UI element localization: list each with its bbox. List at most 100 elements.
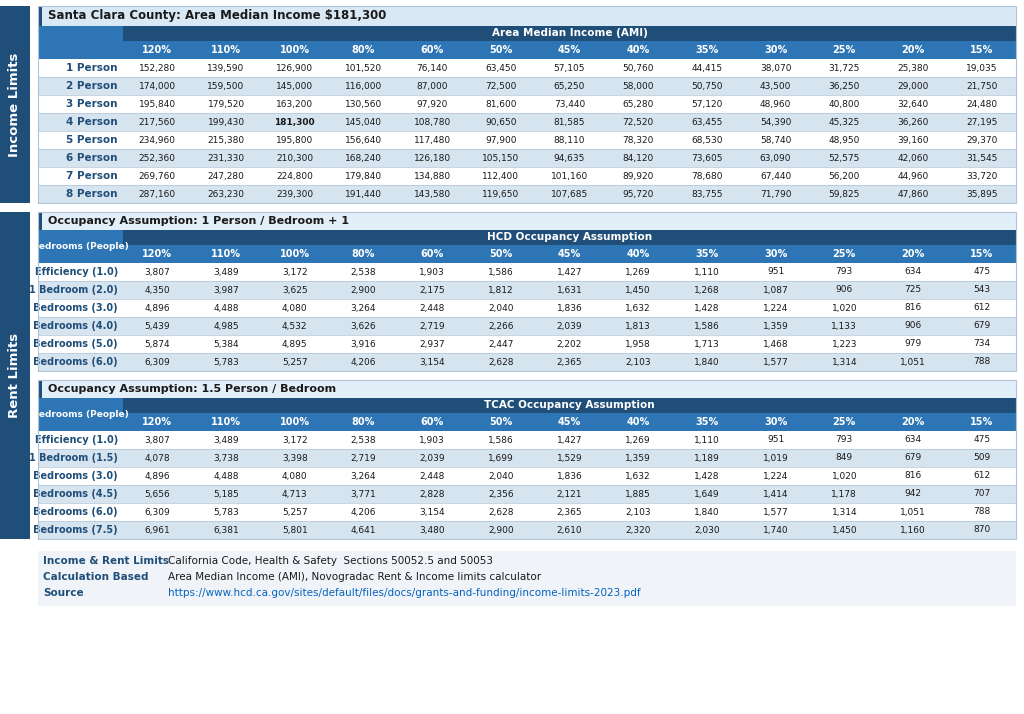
Text: 1,577: 1,577 bbox=[763, 358, 788, 366]
Text: 634: 634 bbox=[904, 436, 922, 445]
Text: 951: 951 bbox=[767, 436, 784, 445]
Text: 107,685: 107,685 bbox=[551, 189, 588, 198]
Text: 1,178: 1,178 bbox=[831, 490, 857, 498]
Text: 52,575: 52,575 bbox=[828, 154, 860, 163]
Text: 2,320: 2,320 bbox=[626, 526, 651, 535]
Text: 217,560: 217,560 bbox=[139, 118, 176, 126]
Text: 40%: 40% bbox=[627, 249, 650, 259]
Text: 97,920: 97,920 bbox=[417, 99, 447, 109]
Bar bbox=[38, 212, 1016, 230]
Text: 1,713: 1,713 bbox=[694, 339, 720, 348]
Bar bbox=[38, 380, 1016, 539]
Text: 30%: 30% bbox=[764, 45, 787, 55]
Text: 3,738: 3,738 bbox=[213, 453, 239, 463]
Bar bbox=[38, 6, 42, 26]
Text: 979: 979 bbox=[904, 339, 922, 348]
Text: 942: 942 bbox=[904, 490, 922, 498]
Text: 100%: 100% bbox=[280, 417, 309, 427]
Text: 78,320: 78,320 bbox=[623, 136, 654, 144]
Bar bbox=[38, 317, 1016, 335]
Text: 110%: 110% bbox=[211, 417, 241, 427]
Text: 4,078: 4,078 bbox=[144, 453, 170, 463]
Text: Area Median Income (AMI): Area Median Income (AMI) bbox=[492, 29, 647, 39]
Text: 3 Bedrooms (4.0): 3 Bedrooms (4.0) bbox=[24, 321, 118, 331]
Text: 95,720: 95,720 bbox=[623, 189, 654, 198]
Text: 2,628: 2,628 bbox=[488, 508, 514, 516]
Text: 139,590: 139,590 bbox=[208, 64, 245, 73]
Text: 3 Person: 3 Person bbox=[67, 99, 118, 109]
Text: 60%: 60% bbox=[421, 417, 443, 427]
Text: 6,381: 6,381 bbox=[213, 526, 239, 535]
Text: 1,649: 1,649 bbox=[694, 490, 720, 498]
Text: 20%: 20% bbox=[901, 417, 925, 427]
Text: 36,250: 36,250 bbox=[828, 81, 860, 91]
Bar bbox=[38, 263, 1016, 281]
Text: 60%: 60% bbox=[421, 45, 443, 55]
Text: 2,448: 2,448 bbox=[420, 303, 444, 313]
Text: 116,000: 116,000 bbox=[345, 81, 382, 91]
Text: 4,080: 4,080 bbox=[282, 303, 307, 313]
Text: 3,172: 3,172 bbox=[282, 436, 307, 445]
Text: 1,450: 1,450 bbox=[626, 286, 651, 294]
Text: 906: 906 bbox=[836, 286, 853, 294]
Text: 48,960: 48,960 bbox=[760, 99, 792, 109]
Text: 679: 679 bbox=[973, 321, 990, 331]
Text: 1,428: 1,428 bbox=[694, 471, 720, 481]
Text: 3,916: 3,916 bbox=[350, 339, 376, 348]
Text: 36,260: 36,260 bbox=[897, 118, 929, 126]
Text: 2 Bedrooms (3.0): 2 Bedrooms (3.0) bbox=[24, 471, 118, 481]
Text: 50,760: 50,760 bbox=[623, 64, 654, 73]
Text: 68,530: 68,530 bbox=[691, 136, 723, 144]
Bar bbox=[38, 167, 1016, 185]
Text: 1,903: 1,903 bbox=[419, 268, 445, 276]
Text: 475: 475 bbox=[973, 268, 990, 276]
Text: 29,000: 29,000 bbox=[897, 81, 929, 91]
Text: 4,896: 4,896 bbox=[144, 303, 170, 313]
Text: 15%: 15% bbox=[970, 249, 993, 259]
Bar bbox=[123, 413, 1016, 431]
Text: 80%: 80% bbox=[351, 249, 375, 259]
Text: 31,725: 31,725 bbox=[828, 64, 860, 73]
Text: 287,160: 287,160 bbox=[139, 189, 176, 198]
Text: 252,360: 252,360 bbox=[139, 154, 176, 163]
Text: 72,500: 72,500 bbox=[485, 81, 516, 91]
Text: 263,230: 263,230 bbox=[208, 189, 245, 198]
Bar bbox=[38, 485, 1016, 503]
Text: 100%: 100% bbox=[280, 249, 309, 259]
Text: 50%: 50% bbox=[489, 45, 512, 55]
Text: 29,370: 29,370 bbox=[966, 136, 997, 144]
Text: 1,160: 1,160 bbox=[900, 526, 926, 535]
Text: 101,160: 101,160 bbox=[551, 171, 588, 181]
Text: 168,240: 168,240 bbox=[345, 154, 382, 163]
Text: 130,560: 130,560 bbox=[345, 99, 382, 109]
Text: 1,885: 1,885 bbox=[626, 490, 651, 498]
Text: 1,314: 1,314 bbox=[831, 508, 857, 516]
Text: 816: 816 bbox=[904, 471, 922, 481]
Text: 1,268: 1,268 bbox=[694, 286, 720, 294]
Text: 4,488: 4,488 bbox=[213, 303, 239, 313]
Text: 59,825: 59,825 bbox=[828, 189, 860, 198]
Bar bbox=[38, 185, 1016, 203]
Text: 25,380: 25,380 bbox=[897, 64, 929, 73]
Text: 39,160: 39,160 bbox=[897, 136, 929, 144]
Text: 58,000: 58,000 bbox=[623, 81, 654, 91]
Text: 1,428: 1,428 bbox=[694, 303, 720, 313]
Bar bbox=[123, 41, 1016, 59]
Text: 2,610: 2,610 bbox=[557, 526, 583, 535]
Text: 234,960: 234,960 bbox=[139, 136, 176, 144]
Text: 1,632: 1,632 bbox=[626, 471, 651, 481]
Text: 4,713: 4,713 bbox=[282, 490, 307, 498]
Text: 1,632: 1,632 bbox=[626, 303, 651, 313]
Text: 163,200: 163,200 bbox=[276, 99, 313, 109]
Text: 65,250: 65,250 bbox=[554, 81, 585, 91]
Text: 215,380: 215,380 bbox=[208, 136, 245, 144]
Text: Occupancy Assumption: 1 Person / Bedroom + 1: Occupancy Assumption: 1 Person / Bedroom… bbox=[48, 216, 349, 226]
Text: 112,400: 112,400 bbox=[482, 171, 519, 181]
Text: 2,900: 2,900 bbox=[350, 286, 376, 294]
Text: 1,586: 1,586 bbox=[487, 268, 514, 276]
Text: 120%: 120% bbox=[142, 45, 172, 55]
Text: 30%: 30% bbox=[764, 417, 787, 427]
Text: 8 Person: 8 Person bbox=[67, 189, 118, 199]
Text: 5,656: 5,656 bbox=[144, 490, 170, 498]
Text: 21,750: 21,750 bbox=[966, 81, 997, 91]
